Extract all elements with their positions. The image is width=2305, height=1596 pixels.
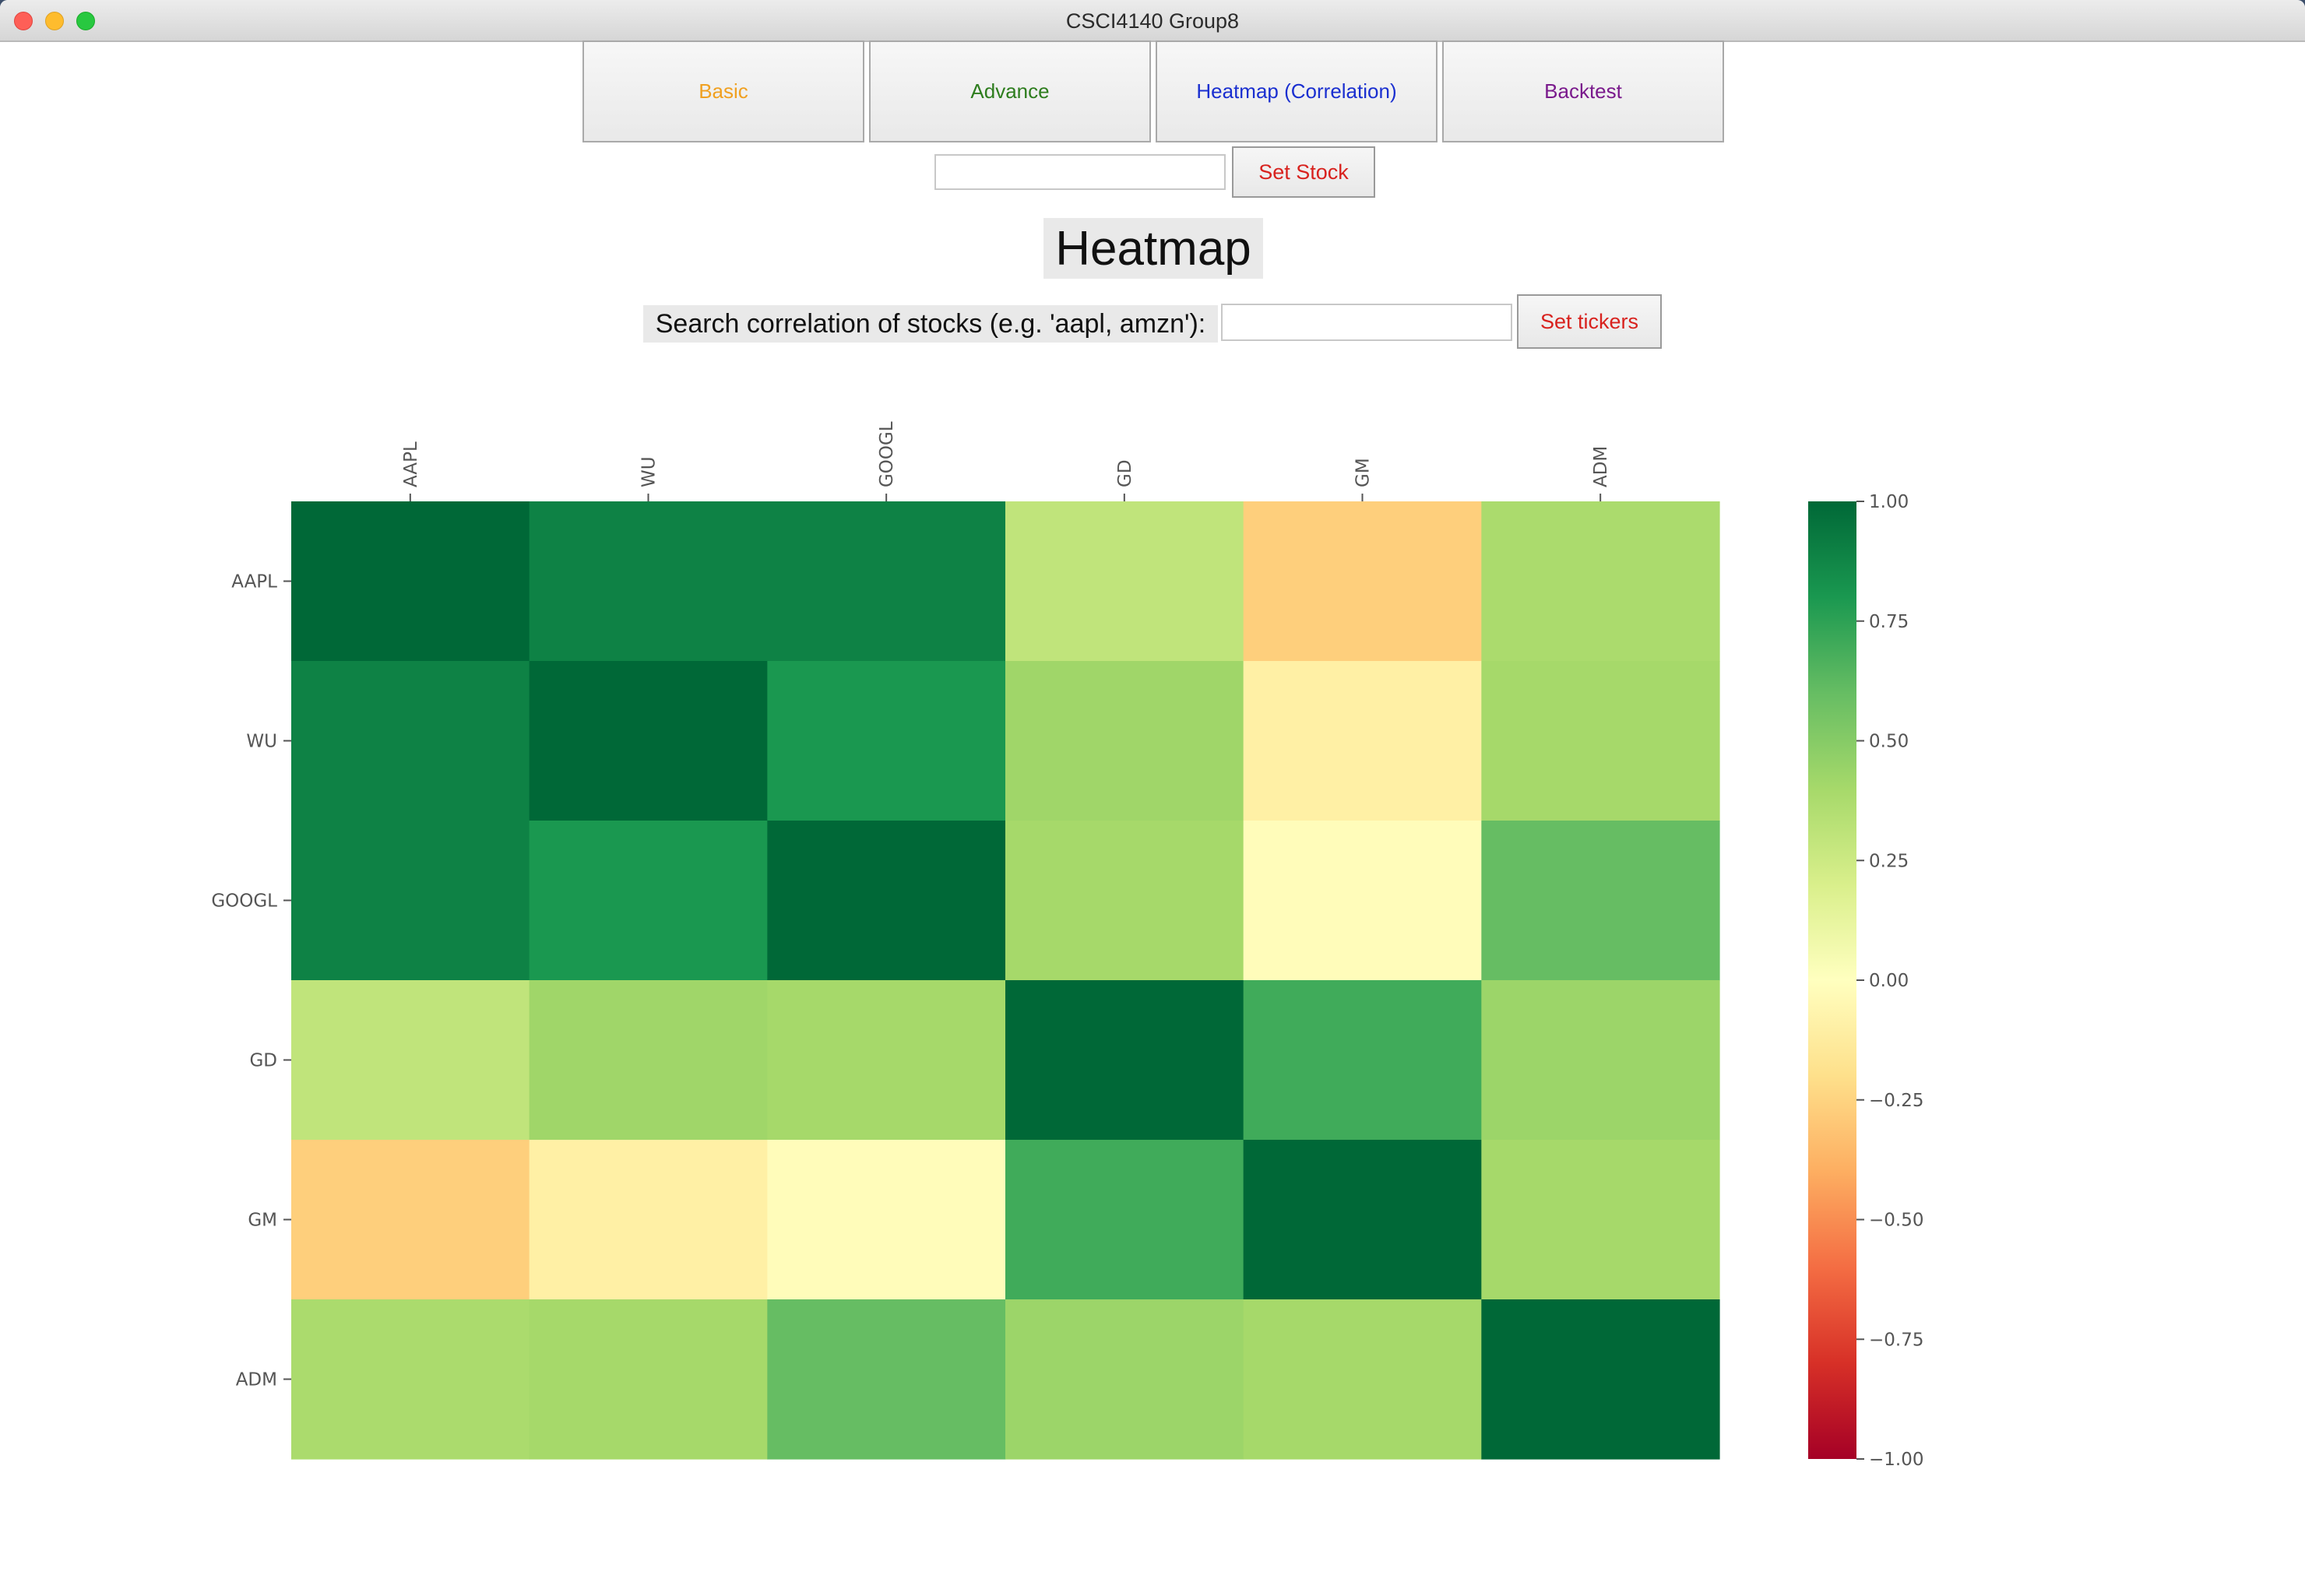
heatmap-cell [1481, 1299, 1720, 1460]
heatmap-cell [529, 1140, 768, 1300]
heatmap-cell [1243, 661, 1482, 821]
colorbar [1808, 501, 1856, 1459]
heatmap-cell [291, 501, 530, 662]
heatmap-cell [1243, 1140, 1482, 1300]
tab-backtest[interactable]: Backtest [1442, 40, 1724, 142]
heatmap-cell [767, 821, 1006, 981]
x-tick-label: WU [639, 456, 660, 487]
heatmap-cell [767, 1140, 1006, 1300]
tab-advance[interactable]: Advance [869, 40, 1151, 142]
heatmap-cell [1243, 980, 1482, 1141]
set-stock-button[interactable]: Set Stock [1232, 146, 1375, 198]
minimize-window-button[interactable] [45, 12, 64, 30]
colorbar-tick-label: 0.25 [1869, 851, 1909, 871]
colorbar-tick-label: −0.25 [1869, 1091, 1923, 1111]
y-tick-label: GOOGL [211, 891, 277, 912]
heatmap-cell [291, 821, 530, 981]
y-tick-label: GM [248, 1211, 277, 1231]
zoom-window-button[interactable] [76, 12, 95, 30]
stock-input[interactable] [934, 154, 1226, 190]
tab-basic[interactable]: Basic [582, 40, 864, 142]
close-window-button[interactable] [14, 12, 33, 30]
colorbar-tick-label: −0.75 [1869, 1330, 1923, 1350]
heatmap-cell [529, 821, 768, 981]
heatmap-cell [1481, 821, 1720, 981]
heatmap-cell [1005, 821, 1244, 981]
heatmap-cell [529, 1299, 768, 1460]
heatmap-cell [767, 1299, 1006, 1460]
y-tick-label: ADM [236, 1370, 277, 1390]
heatmap-cell [1481, 980, 1720, 1141]
colorbar-tick-label: −1.00 [1869, 1450, 1923, 1470]
y-tick-label: AAPL [231, 572, 277, 592]
colorbar-tick-label: 0.50 [1869, 732, 1909, 752]
heatmap-cell [291, 1299, 530, 1460]
heatmap-cell [767, 661, 1006, 821]
y-tick-label: GD [249, 1051, 277, 1071]
heatmap-cell [1243, 1299, 1482, 1460]
page-title: Heatmap [1043, 218, 1263, 279]
heatmap-cell [1243, 821, 1482, 981]
heatmap-cell [1005, 980, 1244, 1141]
colorbar-tick-label: 0.00 [1869, 971, 1909, 991]
heatmap-cell [1243, 501, 1482, 662]
heatmap-cell [1481, 1140, 1720, 1300]
heatmap-cell [767, 980, 1006, 1141]
x-tick-label: GM [1353, 458, 1374, 487]
x-tick-label: ADM [1591, 446, 1611, 487]
x-tick-label: AAPL [401, 441, 421, 487]
x-tick-label: GOOGL [877, 421, 897, 487]
heatmap-cell [1005, 1299, 1244, 1460]
title-bar: CSCI4140 Group8 [0, 0, 2305, 42]
tab-heatmap-correlation[interactable]: Heatmap (Correlation) [1156, 40, 1438, 142]
heatmap-cell [767, 501, 1006, 662]
heatmap-cell [1481, 501, 1720, 662]
window-title: CSCI4140 Group8 [1065, 9, 1240, 33]
y-tick-label: WU [246, 732, 277, 752]
heatmap-cell [291, 661, 530, 821]
search-correlation-label: Search correlation of stocks (e.g. 'aapl… [643, 305, 1218, 343]
heatmap-cell [1005, 501, 1244, 662]
tickers-input[interactable] [1221, 304, 1512, 341]
heatmap-cell [529, 661, 768, 821]
heatmap-cell [291, 980, 530, 1141]
colorbar-tick-label: −0.50 [1869, 1211, 1923, 1231]
x-tick-label: GD [1115, 459, 1135, 487]
heatmap-cell [291, 1140, 530, 1300]
heatmap-cell [1481, 661, 1720, 821]
heatmap-cell [1005, 1140, 1244, 1300]
set-tickers-button[interactable]: Set tickers [1517, 294, 1662, 349]
colorbar-tick-label: 1.00 [1869, 492, 1909, 512]
heatmap-cell [529, 501, 768, 662]
heatmap-cell [1005, 661, 1244, 821]
colorbar-tick-label: 0.75 [1869, 612, 1909, 632]
heatmap-cell [529, 980, 768, 1141]
